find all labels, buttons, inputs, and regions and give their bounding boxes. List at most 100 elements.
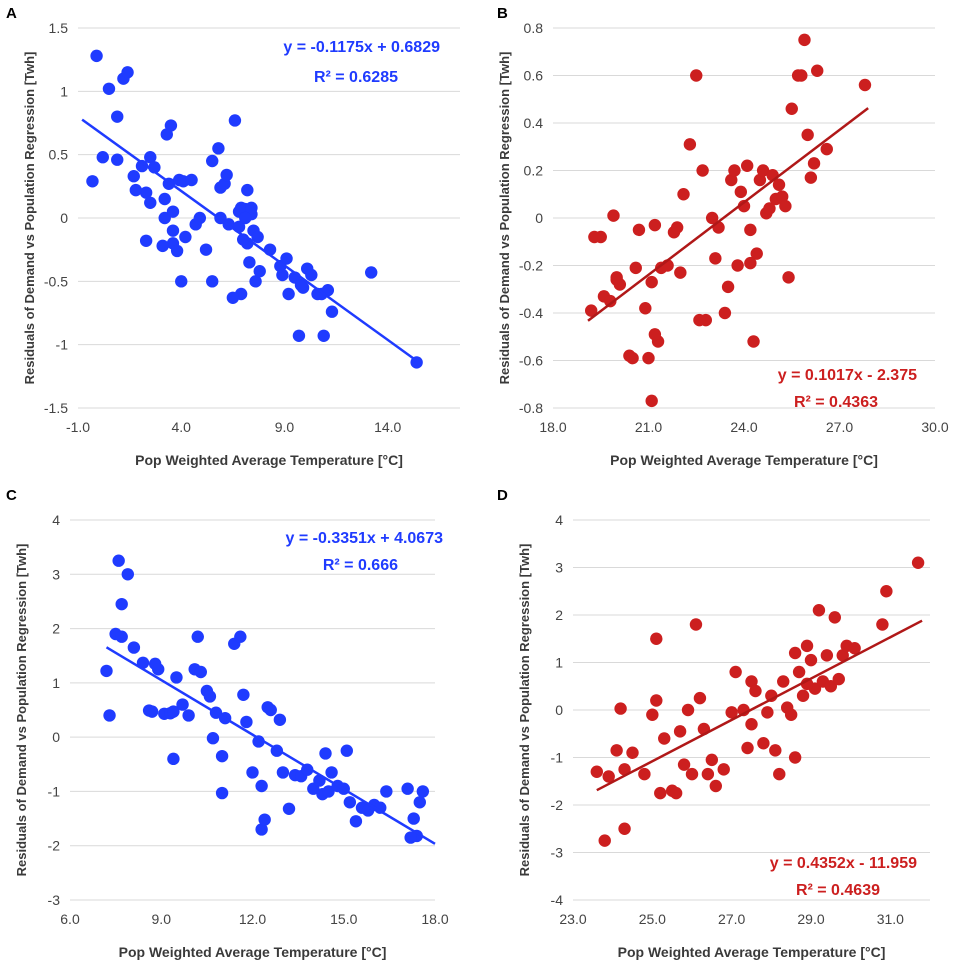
chart-3-data-point xyxy=(792,665,806,679)
chart-0-data-point xyxy=(251,230,264,244)
chart-0-equation: y = -0.1175x + 0.6829 xyxy=(283,39,440,56)
chart-1-data-point xyxy=(744,223,757,237)
chart-1-data-point xyxy=(734,185,748,199)
chart-3-panel-label: D xyxy=(497,487,508,504)
chart-0-data-point xyxy=(185,173,198,187)
chart-1-ytick-label: 0.2 xyxy=(524,163,544,179)
chart-2-data-point xyxy=(255,779,268,793)
chart-1-data-point xyxy=(804,171,818,184)
chart-2-data-point xyxy=(176,698,189,711)
chart-2-data-point xyxy=(416,785,430,798)
chart-2-data-point xyxy=(167,705,180,718)
chart-1-data-point xyxy=(772,178,786,191)
chart-0-ytick-label: -1.5 xyxy=(44,400,68,416)
chart-3-data-point xyxy=(836,649,849,662)
chart-0-data-point xyxy=(129,183,143,197)
chart-2-data-point xyxy=(404,831,417,844)
chart-0-ytick-label: 0.5 xyxy=(49,147,69,163)
chart-2-data-point xyxy=(325,766,338,779)
chart-1-data-point xyxy=(721,280,735,294)
chart-0-data-point xyxy=(111,110,124,123)
chart-1-ytick-label: -0.6 xyxy=(519,353,543,369)
chart-1-data-point xyxy=(709,252,722,265)
chart-3-data-point xyxy=(598,834,611,847)
chart-1-xtick-label: 24.0 xyxy=(730,419,757,435)
chart-2-ytick-label: -1 xyxy=(48,783,61,799)
chart-3-data-point xyxy=(650,632,663,645)
chart-3-data-point xyxy=(784,708,798,721)
chart-1-data-point xyxy=(776,190,789,203)
chart-0-xtick-label: -1.0 xyxy=(66,419,90,435)
chart-3-data-point xyxy=(812,604,826,617)
chart-0-data-point xyxy=(127,170,140,183)
chart-3-data-point xyxy=(658,732,671,745)
chart-3-data-point xyxy=(638,767,651,781)
chart-2-xtick-label: 12.0 xyxy=(239,911,266,927)
chart-3-data-point xyxy=(761,706,774,719)
chart-0-data-point xyxy=(166,205,180,218)
chart-1-data-point xyxy=(753,173,767,187)
chart-3-data-point xyxy=(769,744,782,757)
chart-2-data-point xyxy=(152,663,165,676)
chart-3-data-point xyxy=(880,585,893,598)
chart-1-data-point xyxy=(750,247,763,260)
chart-2-xtick-label: 9.0 xyxy=(152,911,172,927)
chart-0-data-point xyxy=(139,186,153,199)
chart-1-data-point xyxy=(642,351,655,365)
chart-2-data-point xyxy=(234,630,247,643)
chart-1-data-point xyxy=(747,335,760,348)
chart-1-data-point xyxy=(718,306,732,320)
chart-2-data-point xyxy=(103,709,116,722)
chart-3-data-point xyxy=(669,786,683,800)
chart-3-data-point xyxy=(800,639,814,653)
chart-2-data-point xyxy=(191,630,204,643)
chart-3-data-point xyxy=(654,786,667,800)
chart-2-data-point xyxy=(264,703,277,717)
chart-2-data-point xyxy=(145,705,159,718)
chart-0-x-axis-title: Pop Weighted Average Temperature [°C] xyxy=(135,452,403,468)
chart-0-data-point xyxy=(90,49,103,63)
chart-1-data-point xyxy=(756,164,770,177)
chart-1-data-point xyxy=(604,294,617,308)
chart-3-data-point xyxy=(689,618,703,631)
chart-0-xtick-label: 9.0 xyxy=(275,419,295,435)
chart-0-data-point xyxy=(228,114,242,127)
chart-2-xtick-label: 18.0 xyxy=(421,911,448,927)
chart-3-data-point xyxy=(618,822,631,835)
chart-0-panel-label: A xyxy=(6,5,17,22)
chart-1-xtick-label: 30.0 xyxy=(921,419,948,435)
chart-0-data-point xyxy=(239,211,252,225)
chart-1-data-point xyxy=(731,259,744,272)
chart-3-data-point xyxy=(673,725,687,738)
chart-1-y-axis-title: Residuals of Demand vs Population Regres… xyxy=(497,52,512,385)
chart-0-data-point xyxy=(179,230,192,244)
chart-1-data-point xyxy=(645,394,658,408)
chart-3-data-point xyxy=(729,665,742,679)
chart-1-ytick-label: -0.2 xyxy=(519,258,543,274)
chart-2-data-point xyxy=(100,664,113,678)
chart-2-data-point xyxy=(343,796,357,809)
chart-3-data-point xyxy=(709,779,722,793)
chart-3-data-point xyxy=(681,703,695,717)
chart-1-data-point xyxy=(690,69,703,82)
chart-3-ytick-label: 1 xyxy=(555,655,563,671)
chart-2-data-point xyxy=(115,630,128,643)
chart-3-data-point xyxy=(741,741,754,755)
chart-2-x-axis-title: Pop Weighted Average Temperature [°C] xyxy=(119,944,387,960)
chart-2-data-point xyxy=(340,744,353,757)
chart-1-xtick-label: 18.0 xyxy=(539,419,566,435)
chart-3-ytick-label: -2 xyxy=(551,797,564,813)
chart-0-data-point xyxy=(160,128,173,141)
chart-0-ytick-label: 1 xyxy=(60,83,68,99)
chart-2-data-point xyxy=(319,747,332,760)
chart-3-data-point xyxy=(745,675,758,688)
chart-1-data-point xyxy=(807,157,821,170)
chart-1-data-point xyxy=(705,211,719,225)
chart-3-y-axis-title: Residuals of Demand vs Population Regres… xyxy=(517,544,532,877)
chart-0-data-point xyxy=(317,329,330,342)
chart-1-data-point xyxy=(820,142,833,156)
chart-3-data-point xyxy=(773,767,786,781)
chart-2-data-point xyxy=(407,812,420,825)
chart-1-data-point xyxy=(744,256,757,270)
chart-0-data-point xyxy=(135,159,149,173)
